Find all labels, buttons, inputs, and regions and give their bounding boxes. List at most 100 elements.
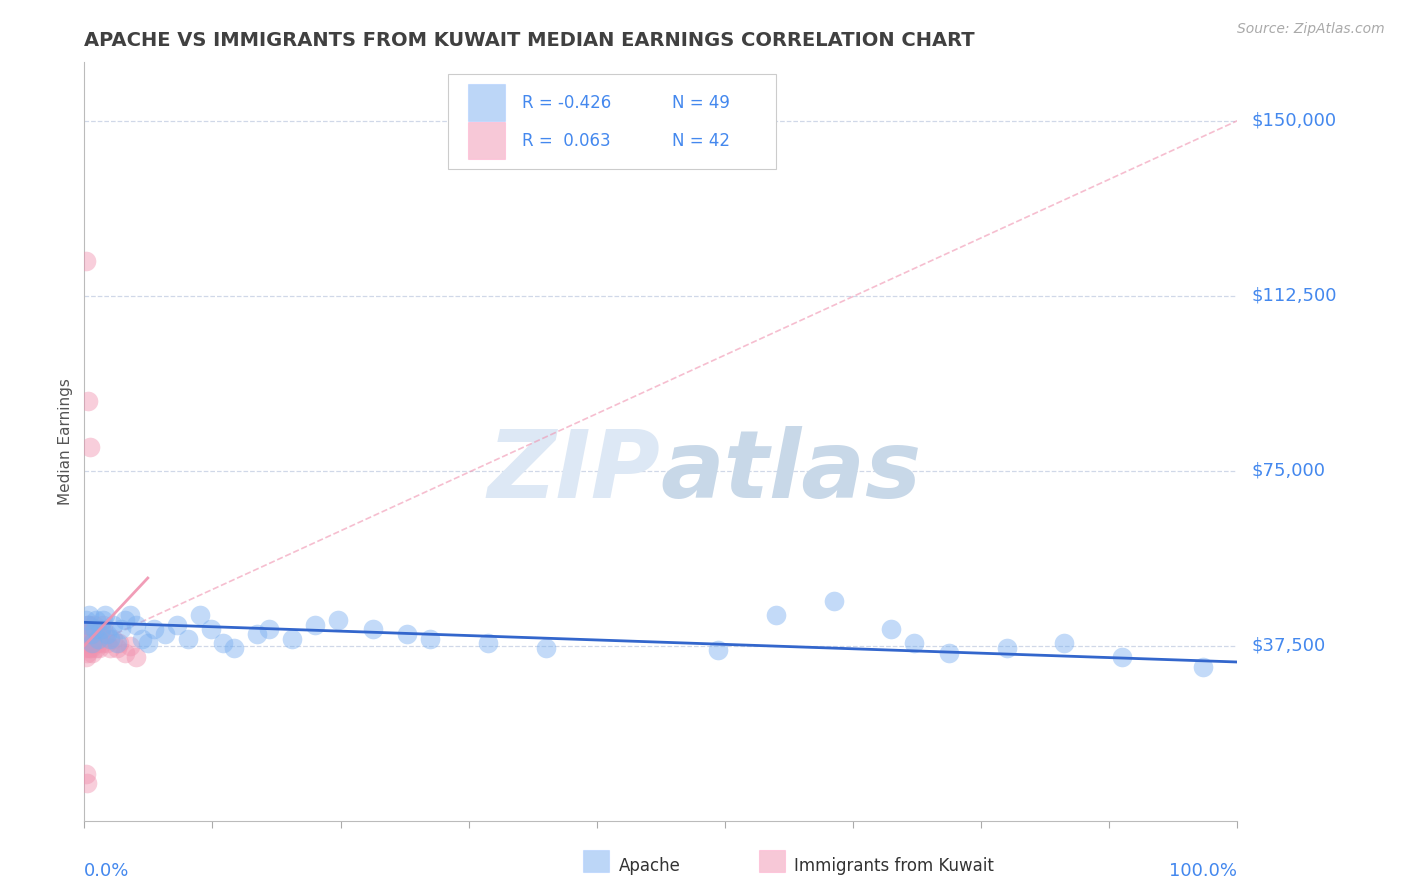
Point	[94, 608, 117, 623]
Point	[75, 650, 97, 665]
Point	[125, 650, 148, 665]
Text: Immigrants from Kuwait: Immigrants from Kuwait	[794, 857, 994, 875]
Point	[77, 640, 100, 655]
Point	[880, 623, 903, 637]
Y-axis label: Median Earnings: Median Earnings	[58, 378, 73, 505]
Point	[823, 594, 845, 608]
Point	[361, 623, 384, 637]
Point	[76, 632, 98, 646]
Point	[89, 640, 111, 655]
Point	[79, 441, 101, 455]
Point	[153, 627, 176, 641]
Point	[707, 643, 730, 657]
Point	[75, 613, 97, 627]
Point	[131, 632, 153, 646]
Point	[995, 640, 1018, 655]
Point	[304, 617, 326, 632]
Point	[96, 636, 118, 650]
Point	[80, 627, 103, 641]
Text: APACHE VS IMMIGRANTS FROM KUWAIT MEDIAN EARNINGS CORRELATION CHART: APACHE VS IMMIGRANTS FROM KUWAIT MEDIAN …	[84, 30, 974, 50]
Point	[224, 640, 246, 655]
Point	[90, 636, 112, 650]
Point	[211, 636, 233, 650]
Point	[105, 636, 128, 650]
Point	[105, 640, 128, 655]
Text: R = -0.426: R = -0.426	[523, 94, 612, 112]
Point	[87, 632, 110, 646]
Point	[76, 636, 98, 650]
Point	[83, 632, 105, 646]
Point	[75, 640, 97, 655]
Point	[84, 640, 107, 655]
Point	[257, 623, 280, 637]
Point	[79, 627, 101, 641]
Point	[396, 627, 419, 641]
Point	[1053, 636, 1076, 650]
Point	[75, 636, 97, 650]
Point	[82, 646, 104, 660]
Point	[76, 646, 98, 660]
Point	[477, 636, 499, 650]
Bar	[468, 85, 505, 120]
Point	[103, 632, 124, 646]
Point	[281, 632, 304, 646]
Text: Source: ZipAtlas.com: Source: ZipAtlas.com	[1237, 22, 1385, 37]
Point	[76, 627, 98, 641]
Point	[1191, 659, 1213, 673]
FancyBboxPatch shape	[447, 74, 776, 169]
Point	[89, 623, 111, 637]
Point	[108, 636, 131, 650]
Text: atlas: atlas	[661, 425, 922, 518]
Point	[77, 617, 100, 632]
Point	[75, 767, 97, 781]
Point	[326, 613, 349, 627]
Text: $112,500: $112,500	[1251, 286, 1337, 305]
Point	[1111, 650, 1133, 665]
Point	[419, 632, 441, 646]
Point	[188, 608, 211, 623]
Point	[120, 608, 142, 623]
Point	[114, 613, 136, 627]
Text: Apache: Apache	[619, 857, 681, 875]
Point	[200, 623, 222, 637]
Text: R =  0.063: R = 0.063	[523, 131, 612, 150]
Point	[76, 617, 98, 632]
Bar	[468, 122, 505, 159]
Point	[77, 608, 100, 623]
Text: ZIP: ZIP	[488, 425, 661, 518]
Point	[903, 636, 925, 650]
Point	[80, 640, 103, 655]
Point	[84, 613, 107, 627]
Point	[120, 639, 142, 653]
Point	[98, 640, 121, 655]
Point	[103, 617, 124, 632]
Text: $150,000: $150,000	[1251, 112, 1336, 129]
Text: N = 49: N = 49	[672, 94, 730, 112]
Point	[114, 646, 136, 660]
Point	[86, 623, 108, 637]
Point	[110, 623, 132, 637]
Point	[83, 636, 105, 650]
Point	[75, 253, 97, 268]
Point	[91, 613, 114, 627]
Point	[938, 646, 960, 660]
Point	[125, 617, 148, 632]
Point	[91, 617, 114, 632]
Point	[765, 608, 787, 623]
Point	[136, 636, 159, 650]
Point	[76, 623, 98, 637]
Point	[83, 623, 105, 637]
Text: 0.0%: 0.0%	[84, 863, 129, 880]
Point	[96, 627, 118, 641]
Point	[79, 636, 101, 650]
Point	[94, 627, 117, 641]
Point	[534, 640, 557, 655]
Text: $75,000: $75,000	[1251, 462, 1326, 480]
Text: 100.0%: 100.0%	[1170, 863, 1237, 880]
Point	[98, 632, 121, 646]
Point	[89, 627, 111, 641]
Point	[177, 632, 200, 646]
Text: N = 42: N = 42	[672, 131, 730, 150]
Point	[76, 617, 98, 632]
Point	[246, 627, 269, 641]
